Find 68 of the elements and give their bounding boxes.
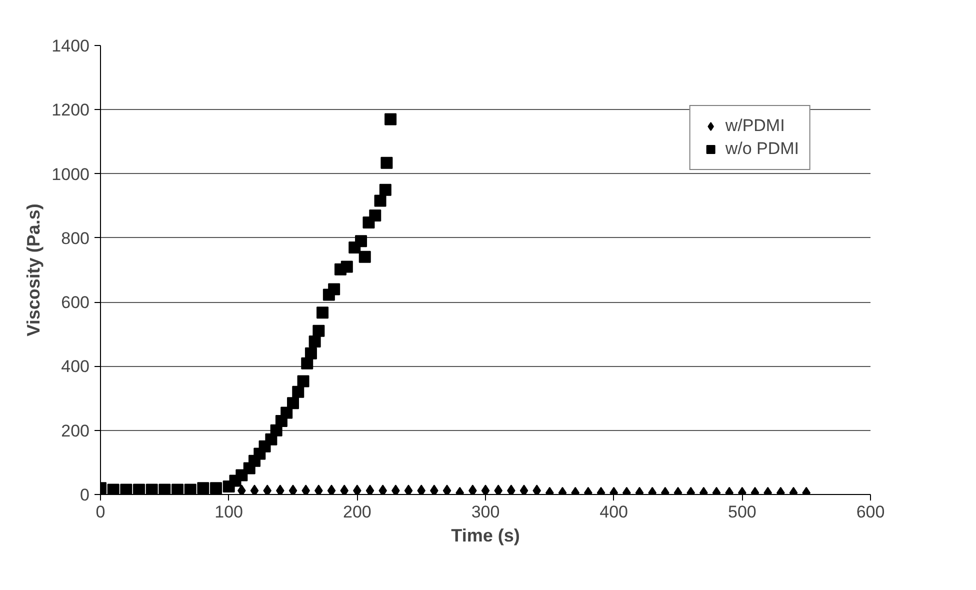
point xyxy=(532,484,541,494)
point xyxy=(172,484,184,494)
point xyxy=(210,482,222,494)
y-tick-label: 400 xyxy=(61,357,90,376)
point xyxy=(340,260,353,273)
point xyxy=(353,484,362,494)
point xyxy=(328,283,340,296)
point xyxy=(250,484,259,494)
point xyxy=(312,324,325,337)
y-tick-label: 800 xyxy=(61,228,90,248)
x-tick-label: 600 xyxy=(856,502,885,522)
y-axis-title: Viscosity (Pa.s) xyxy=(24,204,44,336)
x-axis-title: Time (s) xyxy=(451,526,520,546)
point xyxy=(280,406,293,419)
point xyxy=(355,235,368,248)
point xyxy=(380,156,393,169)
x-tick-label: 300 xyxy=(471,502,500,522)
x-tick-label: 0 xyxy=(96,502,106,522)
point xyxy=(314,484,323,494)
y-tick-label: 200 xyxy=(61,421,90,440)
point xyxy=(184,484,196,494)
point xyxy=(481,484,490,494)
x-tick-label: 400 xyxy=(600,502,628,522)
point xyxy=(417,484,426,494)
point xyxy=(120,484,132,494)
point xyxy=(238,484,246,494)
y-tick-label: 600 xyxy=(61,293,90,312)
point xyxy=(520,484,528,494)
point xyxy=(507,484,516,494)
point xyxy=(304,347,317,360)
y-tick-label: 1000 xyxy=(52,164,90,184)
point xyxy=(302,484,310,494)
point xyxy=(308,336,321,348)
point xyxy=(158,484,171,494)
y-tick-label: 1400 xyxy=(52,36,90,56)
point xyxy=(107,484,120,494)
y-tick-label: 0 xyxy=(80,486,90,504)
legend-label: w/PDMI xyxy=(725,116,785,136)
point xyxy=(292,386,304,398)
y-tick-label: 1200 xyxy=(52,100,90,120)
point xyxy=(392,484,400,494)
point xyxy=(297,375,310,388)
point xyxy=(358,250,371,263)
point xyxy=(276,484,284,494)
point xyxy=(494,484,502,494)
point xyxy=(146,484,158,494)
point xyxy=(430,484,438,494)
point xyxy=(442,484,452,494)
legend-label: w/o PDMI xyxy=(725,139,799,159)
point xyxy=(384,113,397,126)
point xyxy=(378,484,387,494)
point xyxy=(404,484,413,494)
point xyxy=(374,194,386,207)
point xyxy=(468,484,477,494)
point xyxy=(263,484,272,494)
point xyxy=(316,306,329,319)
point xyxy=(379,184,392,196)
point xyxy=(288,484,298,494)
point xyxy=(327,484,336,494)
point xyxy=(197,482,210,494)
point xyxy=(366,484,374,494)
x-tick-label: 100 xyxy=(214,502,244,522)
point xyxy=(340,484,348,494)
x-tick-label: 200 xyxy=(342,502,372,522)
point xyxy=(369,209,382,222)
point xyxy=(287,397,299,410)
point xyxy=(133,484,145,494)
x-tick-label: 500 xyxy=(728,502,756,522)
